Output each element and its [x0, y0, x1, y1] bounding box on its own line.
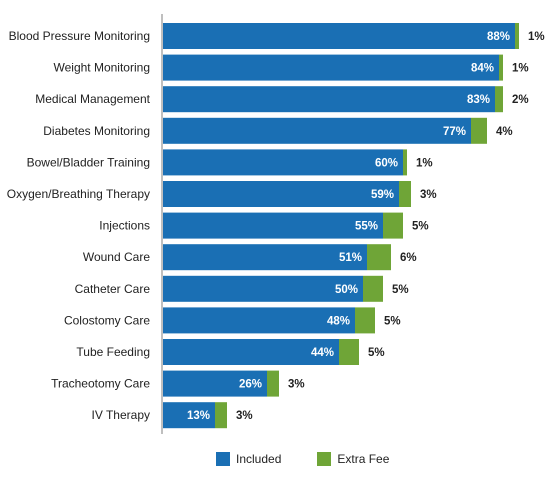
legend-item-extra-fee: Extra Fee [317, 452, 389, 466]
bar-included [163, 212, 383, 239]
category-label: Medical Management [35, 92, 150, 106]
data-label-included: 44% [311, 347, 334, 359]
bar-included [163, 149, 403, 176]
bar-extra-fee [339, 339, 359, 365]
bar-extra-fee [363, 275, 383, 302]
data-label-extra-fee: 1% [512, 63, 529, 75]
category-label: Diabetes Monitoring [43, 124, 150, 138]
bars-group: Blood Pressure Monitoring 88% 1% Weight Mon… [7, 23, 545, 429]
legend-swatch-extra-fee [317, 452, 332, 466]
category-label: Tube Feeding [76, 345, 150, 359]
data-label-included: 55% [355, 221, 378, 233]
bar-extra-fee [215, 402, 227, 429]
category-label: Tracheotomy Care [51, 377, 150, 391]
category-label: Bowel/Bladder Training [27, 155, 150, 169]
bar-included [163, 23, 515, 49]
bar-extra-fee [267, 370, 279, 397]
bar-extra-fee [495, 86, 503, 113]
legend-item-included: Included [216, 452, 281, 466]
bar-extra-fee [499, 54, 503, 81]
bar-included [163, 54, 499, 81]
data-label-included: 48% [327, 315, 350, 327]
data-label-extra-fee: 3% [420, 189, 437, 201]
data-label-extra-fee: 5% [368, 347, 385, 359]
data-label-extra-fee: 2% [512, 94, 529, 106]
bar-included [163, 307, 355, 334]
legend: Included Extra Fee [216, 452, 425, 466]
category-label: Wound Care [83, 250, 150, 264]
data-label-included: 59% [371, 189, 394, 201]
data-label-included: 83% [467, 94, 490, 106]
bar-extra-fee [471, 117, 487, 144]
bar-extra-fee [355, 307, 375, 334]
category-label: Catheter Care [75, 282, 151, 296]
bar-extra-fee [515, 23, 519, 49]
bar-included [163, 275, 363, 302]
data-label-included: 84% [471, 63, 494, 75]
bar-included [163, 86, 495, 113]
legend-label-included: Included [236, 452, 282, 466]
data-label-included: 60% [375, 157, 398, 169]
legend-label-extra-fee: Extra Fee [337, 452, 390, 466]
bar-included [163, 244, 367, 271]
data-label-included: 51% [339, 252, 362, 264]
bar-included [163, 181, 399, 207]
data-label-included: 88% [487, 31, 510, 43]
data-label-extra-fee: 3% [288, 379, 305, 391]
category-label: Colostomy Care [64, 313, 150, 327]
bar-included [163, 339, 339, 365]
data-label-extra-fee: 5% [384, 315, 401, 327]
bar-extra-fee [399, 181, 411, 207]
data-label-extra-fee: 1% [528, 31, 545, 43]
legend-swatch-included [216, 452, 230, 466]
data-label-extra-fee: 3% [236, 410, 253, 422]
data-label-included: 77% [443, 126, 466, 138]
bar-included [163, 370, 267, 397]
data-label-extra-fee: 6% [400, 252, 417, 264]
data-label-extra-fee: 4% [496, 126, 513, 138]
bar-extra-fee [383, 212, 403, 239]
bar-included [163, 402, 215, 429]
data-label-extra-fee: 5% [392, 284, 409, 296]
data-label-included: 26% [239, 379, 262, 391]
data-label-included: 13% [187, 410, 210, 422]
category-label: IV Therapy [92, 408, 150, 422]
bar-extra-fee [367, 244, 391, 271]
data-label-included: 50% [335, 284, 358, 296]
category-label: Oxygen/Breathing Therapy [7, 187, 150, 201]
bar-extra-fee [403, 149, 407, 176]
bar-included [163, 117, 471, 144]
category-label: Weight Monitoring [54, 61, 151, 75]
data-label-extra-fee: 5% [412, 221, 429, 233]
data-label-extra-fee: 1% [416, 157, 433, 169]
category-label: Injections [99, 219, 150, 233]
category-label: Blood Pressure Monitoring [9, 29, 150, 43]
